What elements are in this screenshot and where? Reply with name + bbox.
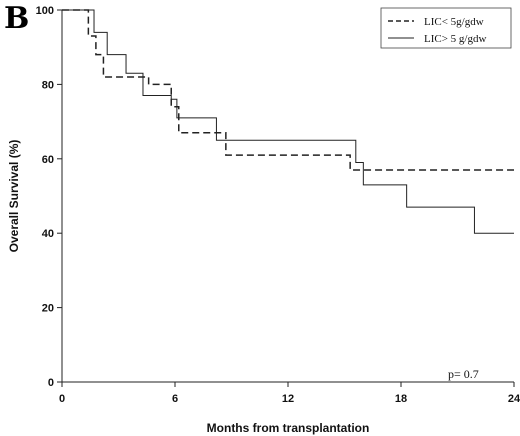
- legend-label-lic-over-5: LIC> 5 g/gdw: [424, 33, 486, 45]
- y-tick-label-100: 100: [36, 5, 54, 17]
- x-tick-label-24: 24: [508, 393, 520, 405]
- x-tick-label-18: 18: [395, 393, 407, 405]
- legend: LIC< 5g/gdw LIC> 5 g/gdw: [380, 7, 512, 49]
- legend-label-lic-under-5: LIC< 5g/gdw: [424, 16, 484, 28]
- y-tick-label-80: 80: [42, 79, 54, 91]
- series-layer: [62, 9, 514, 234]
- series-line-1: [62, 9, 514, 234]
- legend-box: [380, 7, 512, 49]
- y-axis-title: Overall Survival (%): [7, 140, 21, 253]
- x-tick-label-12: 12: [282, 393, 294, 405]
- x-tick-label-0: 0: [59, 393, 65, 405]
- y-tick-label-0: 0: [48, 377, 54, 389]
- y-tick-label-40: 40: [42, 228, 54, 240]
- axes: 0 6 12 18 24 0 20 40 60 80 100: [36, 5, 520, 405]
- x-axis-title: Months from transplantation: [207, 421, 370, 435]
- y-tick-label-60: 60: [42, 154, 54, 166]
- p-value-annotation: p= 0.7: [448, 367, 479, 381]
- y-tick-label-20: 20: [42, 303, 54, 315]
- panel-label: B: [4, 1, 29, 36]
- series-line-0: [62, 9, 514, 171]
- x-tick-label-6: 6: [172, 393, 178, 405]
